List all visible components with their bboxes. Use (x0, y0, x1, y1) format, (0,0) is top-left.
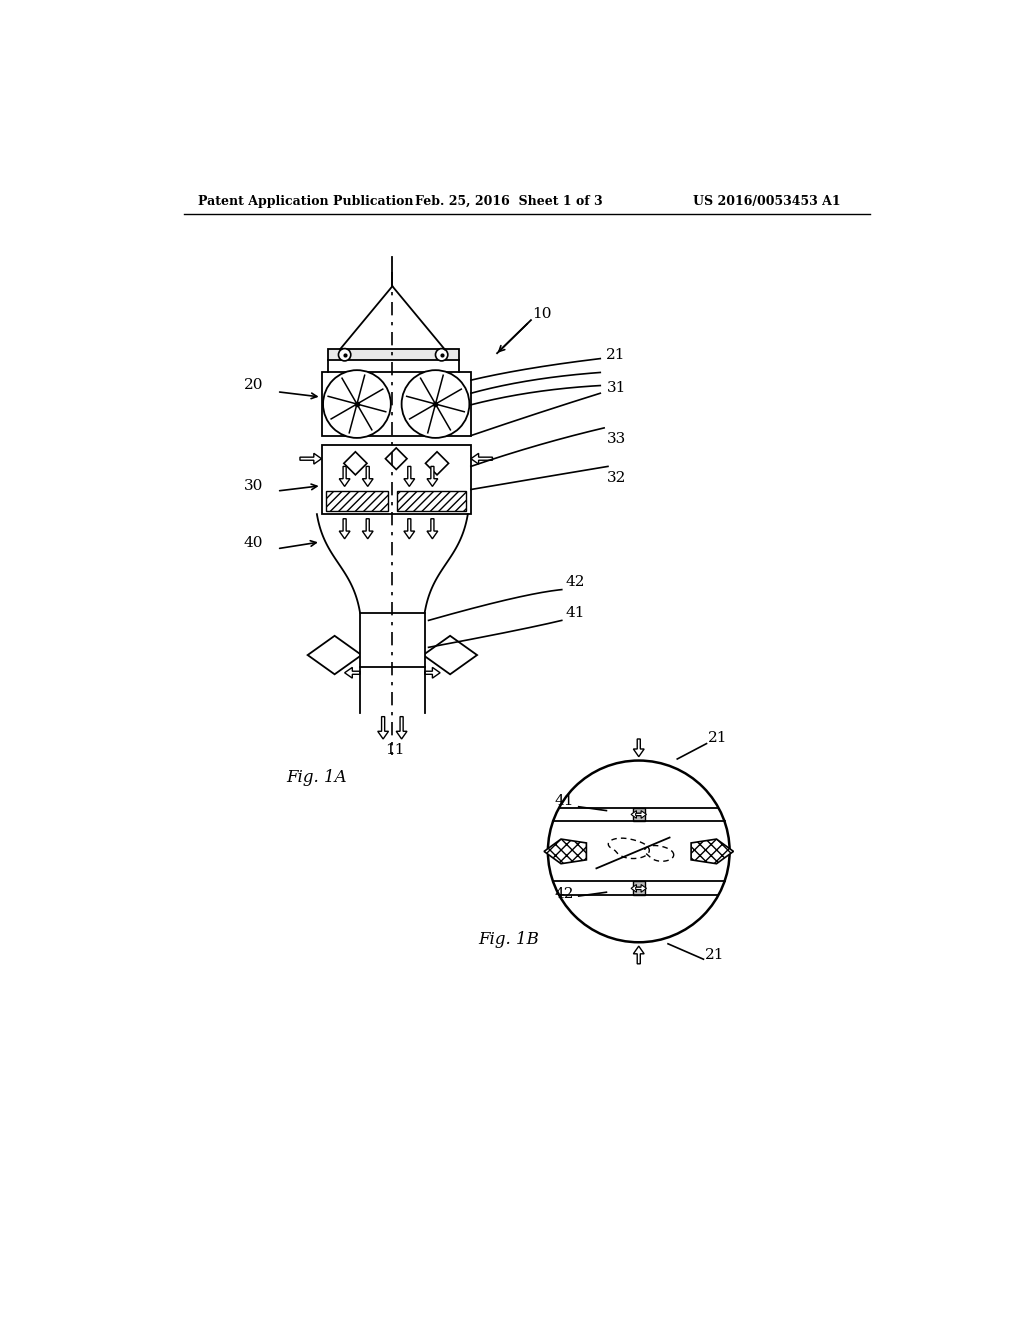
Polygon shape (339, 519, 350, 539)
Text: Fig. 1B: Fig. 1B (478, 931, 540, 948)
Text: 21: 21 (705, 948, 725, 962)
Text: Feb. 25, 2016  Sheet 1 of 3: Feb. 25, 2016 Sheet 1 of 3 (416, 195, 603, 209)
Polygon shape (362, 519, 373, 539)
Polygon shape (471, 453, 493, 465)
Polygon shape (403, 466, 415, 487)
Text: 41: 41 (565, 606, 585, 620)
Polygon shape (328, 350, 459, 360)
Polygon shape (385, 447, 407, 470)
Text: 42: 42 (554, 887, 573, 900)
Polygon shape (360, 612, 425, 667)
Text: 20: 20 (244, 379, 263, 392)
Text: Fig. 1A: Fig. 1A (286, 770, 347, 787)
Polygon shape (634, 739, 644, 756)
Circle shape (435, 348, 447, 360)
Polygon shape (423, 636, 477, 675)
Polygon shape (307, 636, 361, 675)
Polygon shape (345, 668, 360, 678)
Polygon shape (403, 519, 415, 539)
Polygon shape (362, 466, 373, 487)
Text: 31: 31 (606, 380, 626, 395)
Polygon shape (636, 810, 646, 818)
Polygon shape (344, 451, 367, 475)
Polygon shape (631, 810, 642, 818)
Text: 32: 32 (606, 471, 626, 484)
Polygon shape (378, 717, 388, 739)
Text: 30: 30 (244, 479, 263, 492)
Polygon shape (339, 466, 350, 487)
Polygon shape (322, 372, 471, 436)
Text: Patent Application Publication: Patent Application Publication (199, 195, 414, 209)
Text: US 2016/0053453 A1: US 2016/0053453 A1 (692, 195, 841, 209)
Polygon shape (427, 466, 438, 487)
Polygon shape (396, 717, 407, 739)
Polygon shape (322, 445, 471, 515)
Bar (633, 882, 645, 895)
Circle shape (323, 370, 391, 438)
Text: 33: 33 (606, 433, 626, 446)
Polygon shape (636, 884, 646, 892)
Circle shape (339, 348, 351, 360)
Polygon shape (691, 840, 733, 863)
Polygon shape (427, 519, 438, 539)
Text: 11: 11 (385, 743, 404, 756)
Text: 40: 40 (244, 536, 263, 550)
Bar (326, 491, 388, 511)
Text: 10: 10 (532, 306, 552, 321)
Text: 41: 41 (554, 795, 573, 808)
Text: 21: 21 (708, 731, 728, 744)
Bar (633, 808, 645, 821)
Text: 42: 42 (565, 574, 585, 589)
Polygon shape (544, 840, 587, 863)
Polygon shape (300, 453, 322, 465)
Polygon shape (634, 946, 644, 964)
Circle shape (548, 760, 730, 942)
Circle shape (401, 370, 469, 438)
Bar (397, 491, 466, 511)
Polygon shape (425, 668, 440, 678)
Polygon shape (425, 451, 449, 475)
Text: 21: 21 (606, 347, 626, 362)
Polygon shape (631, 884, 642, 892)
